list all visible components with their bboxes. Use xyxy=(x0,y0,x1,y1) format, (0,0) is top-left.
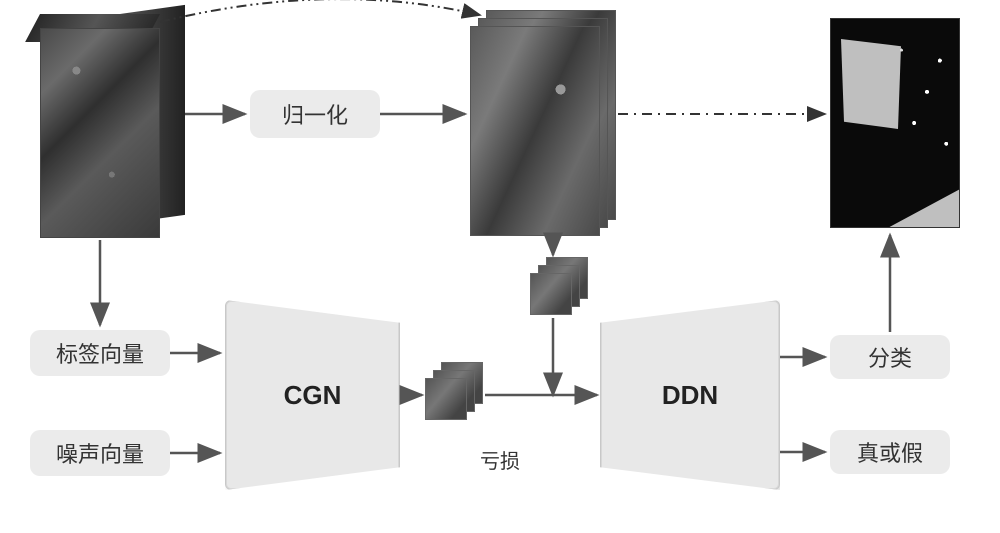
output-map xyxy=(830,18,960,228)
noise-vector-text: 噪声向量 xyxy=(56,437,144,469)
cgn-label: CGN xyxy=(284,380,342,411)
label-vector-text: 标签向量 xyxy=(56,337,144,369)
ddn-label: DDN xyxy=(662,380,718,411)
loss-label: 亏损 xyxy=(480,445,520,474)
label-vector-block: 标签向量 xyxy=(30,330,170,376)
real-or-fake-text: 真或假 xyxy=(857,436,923,468)
cgn-block: CGN xyxy=(225,300,400,490)
classification-block: 分类 xyxy=(830,335,950,379)
ddn-block: DDN xyxy=(600,300,780,490)
real-patch-1 xyxy=(530,273,572,315)
gen-patch-1 xyxy=(425,378,467,420)
noise-vector-block: 噪声向量 xyxy=(30,430,170,476)
normalize-block: 归一化 xyxy=(250,90,380,138)
center-stack-1 xyxy=(470,26,600,236)
output-map-markers xyxy=(831,19,959,227)
real-or-fake-block: 真或假 xyxy=(830,430,950,474)
input-cube-front xyxy=(40,28,160,238)
classification-text: 分类 xyxy=(868,341,912,373)
normalize-label: 归一化 xyxy=(282,98,348,130)
